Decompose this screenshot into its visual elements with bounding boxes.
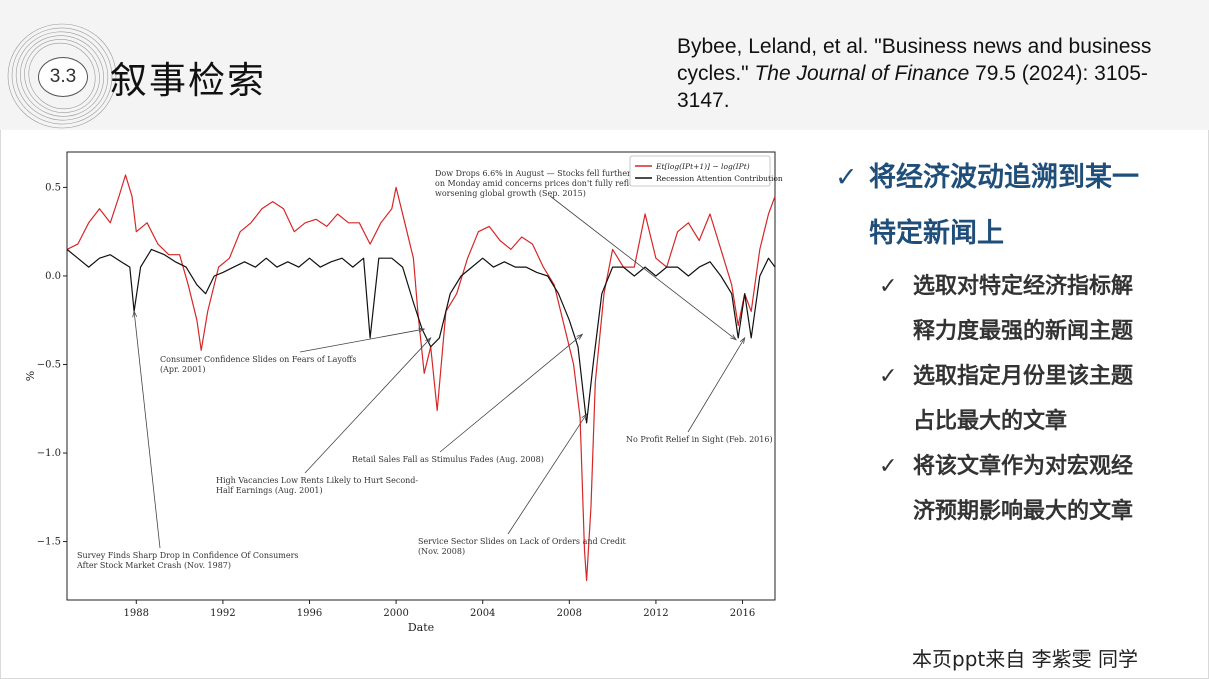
slide-title: 叙事检索 bbox=[110, 59, 266, 102]
annotation-arrow bbox=[507, 413, 587, 535]
citation-volume-pages: 79.5 (2024): 3105-3147. bbox=[677, 62, 1148, 112]
annotation-arrow bbox=[687, 337, 746, 433]
annotation-label: Service Sector Slides on Lack of Orders … bbox=[418, 537, 627, 546]
annotation-label: Consumer Confidence Slides on Fears of L… bbox=[160, 355, 356, 364]
x-tick-label: 1996 bbox=[297, 608, 322, 619]
x-tick-label: 2016 bbox=[730, 608, 755, 619]
citation: Bybee, Leland, et al. "Business news and… bbox=[677, 33, 1197, 114]
section-number: 3.3 bbox=[49, 66, 77, 87]
annotation-label: No Profit Relief in Sight (Feb. 2016) bbox=[626, 435, 773, 444]
sub-bullet: ✓ 将该文章作为对宏观经济预期影响最大的文章 bbox=[879, 444, 1205, 534]
annotation-arrow bbox=[133, 311, 161, 549]
annotation-label: worsening global growth (Sep. 2015) bbox=[435, 189, 586, 198]
y-tick-label: −0.5 bbox=[37, 359, 61, 370]
x-tick-label: 1992 bbox=[210, 608, 235, 619]
annotation-label: After Stock Market Crash (Nov. 1987) bbox=[76, 561, 231, 570]
arrowhead-icon bbox=[739, 336, 746, 344]
y-tick-label: 0.5 bbox=[45, 182, 61, 193]
arrowhead-icon bbox=[730, 334, 737, 341]
bullet-list: ✓ 将经济波动追溯到某一特定新闻上 ✓ 选取对特定经济指标解释力度最强的新闻主题… bbox=[835, 150, 1205, 534]
series-line-ip-expectation bbox=[66, 174, 776, 582]
sub-bullet-list: ✓ 选取对特定经济指标解释力度最强的新闻主题 ✓ 选取指定月份里该主题占比最大的… bbox=[879, 264, 1205, 534]
annotation-label: on Monday amid concerns prices don't ful… bbox=[435, 179, 642, 188]
annotation-label: Half Earnings (Aug. 2001) bbox=[216, 486, 323, 495]
x-tick-label: 2000 bbox=[383, 608, 408, 619]
sub-bullet-text: 选取指定月份里该主题占比最大的文章 bbox=[913, 364, 1134, 434]
main-bullet: ✓ 将经济波动追溯到某一特定新闻上 bbox=[835, 150, 1205, 262]
x-tick-label: 2004 bbox=[470, 608, 495, 619]
sub-bullet: ✓ 选取对特定经济指标解释力度最强的新闻主题 bbox=[879, 264, 1205, 354]
arrowhead-icon bbox=[425, 337, 432, 344]
annotation-label: Survey Finds Sharp Drop in Confidence Of… bbox=[77, 551, 299, 560]
x-tick-label: 1988 bbox=[124, 608, 149, 619]
x-tick-label: 2008 bbox=[557, 608, 582, 619]
main-bullet-text: 将经济波动追溯到某一特定新闻上 bbox=[869, 162, 1139, 249]
arrowhead-icon bbox=[576, 333, 584, 340]
y-tick-label: 0.0 bbox=[45, 271, 61, 282]
checkmark-icon: ✓ bbox=[879, 274, 898, 299]
x-tick-label: 2012 bbox=[643, 608, 668, 619]
legend-label: Et[log(IPt+1)] − log(IPt) bbox=[655, 162, 750, 171]
x-axis-label: Date bbox=[408, 621, 434, 634]
arrowhead-icon bbox=[132, 310, 138, 318]
citation-authors-title: Bybee, Leland, et al. "Business news and… bbox=[677, 35, 1152, 85]
arrowhead-icon bbox=[581, 413, 588, 421]
line-chart: 1988 1992 1996 2000 2004 2008 2012 2016 0.5 0.0 −0… bbox=[24, 151, 783, 634]
y-tick-label: −1.0 bbox=[37, 448, 61, 459]
sub-bullet-text: 选取对特定经济指标解释力度最强的新闻主题 bbox=[913, 274, 1134, 344]
plot-frame bbox=[66, 151, 776, 601]
annotation-arrow bbox=[549, 195, 737, 341]
legend-box bbox=[629, 155, 771, 187]
checkmark-icon: ✓ bbox=[879, 454, 898, 479]
header-bar bbox=[0, 0, 1209, 130]
legend-label: Recession Attention Contribution bbox=[656, 174, 783, 183]
annotation-label: (Apr. 2001) bbox=[160, 365, 206, 374]
series-line-recession-attention bbox=[66, 248, 776, 424]
sub-bullet: ✓ 选取指定月份里该主题占比最大的文章 bbox=[879, 354, 1205, 444]
annotation-arrow bbox=[439, 334, 583, 453]
section-number-badge: 3.3 bbox=[38, 57, 88, 97]
annotation-arrow bbox=[299, 328, 425, 353]
slide-credit: 本页ppt来自 李紫雯 同学 bbox=[912, 647, 1138, 671]
y-tick-label: −1.5 bbox=[37, 537, 61, 548]
chart-container: 1988 1992 1996 2000 2004 2008 2012 2016 0.5 0.0 −0… bbox=[20, 140, 790, 640]
y-axis-label: % bbox=[24, 371, 37, 381]
annotation-arrow bbox=[304, 337, 432, 474]
annotation-label: (Nov. 2008) bbox=[418, 547, 465, 556]
sub-bullet-text: 将该文章作为对宏观经济预期影响最大的文章 bbox=[913, 454, 1134, 524]
annotation-label: Dow Drops 6.6% in August — Stocks fell f… bbox=[435, 169, 631, 178]
annotation-label: High Vacancies Low Rents Likely to Hurt … bbox=[216, 476, 418, 485]
checkmark-icon: ✓ bbox=[835, 162, 858, 193]
checkmark-icon: ✓ bbox=[879, 364, 898, 389]
decorative-rings-logo bbox=[7, 23, 117, 129]
citation-journal: The Journal of Finance bbox=[754, 62, 970, 85]
arrowhead-icon bbox=[418, 327, 426, 333]
annotation-label: Retail Sales Fall as Stimulus Fades (Aug… bbox=[352, 455, 544, 464]
